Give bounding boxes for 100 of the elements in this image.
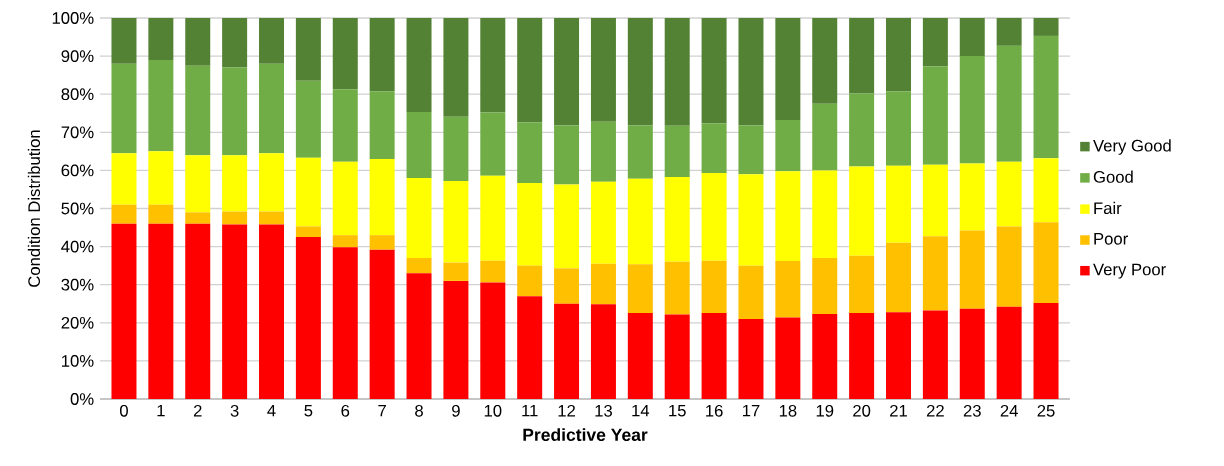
x-tick-label: 25 [1037, 404, 1055, 417]
bar [664, 18, 690, 126]
bar [295, 226, 321, 238]
bar [849, 93, 875, 167]
bar [185, 223, 211, 399]
bar [664, 176, 690, 262]
bar [480, 282, 506, 399]
bar [406, 178, 432, 259]
bar [701, 18, 727, 124]
bar [332, 235, 358, 248]
bar [738, 318, 764, 399]
x-tick-label: 13 [595, 404, 612, 417]
x-tick-label: 2 [193, 404, 202, 417]
bar [185, 65, 211, 156]
y-tick-label: 30% [61, 278, 94, 291]
x-tick-label: 6 [341, 404, 350, 417]
x-tick-label: 15 [669, 404, 686, 417]
bar [222, 211, 248, 225]
x-tick-label: 17 [742, 404, 760, 417]
bar [738, 125, 764, 175]
bar [554, 125, 580, 185]
bar [369, 249, 395, 399]
x-tick-label: 11 [522, 404, 538, 417]
bar [996, 45, 1022, 162]
x-tick-label: 18 [779, 404, 797, 417]
bar [406, 273, 432, 399]
legend-label: Fair [1094, 201, 1122, 215]
bar [738, 174, 764, 266]
bar [1033, 222, 1059, 303]
legend-label: Very Poor [1093, 263, 1166, 279]
bar [369, 235, 395, 250]
bar [812, 314, 838, 399]
bar [369, 91, 395, 159]
bar [406, 258, 432, 274]
x-tick-label: 20 [853, 404, 871, 417]
bar [332, 247, 358, 399]
bar [627, 125, 653, 179]
bar [922, 310, 948, 399]
bar [554, 303, 580, 399]
x-tick-label: 1 [157, 404, 165, 417]
y-tick-label: 100% [52, 12, 94, 24]
bar [922, 66, 948, 165]
x-tick-label: 19 [816, 404, 834, 417]
bar [443, 262, 469, 281]
bar [222, 155, 248, 212]
bar [259, 211, 285, 225]
bar [1033, 18, 1059, 36]
x-tick-label: 7 [378, 404, 386, 417]
x-tick-label: 5 [304, 404, 313, 417]
bar [406, 112, 432, 179]
legend-label: Very Good [1093, 139, 1171, 155]
bar [886, 242, 911, 313]
bar [627, 178, 653, 265]
bar [480, 18, 506, 113]
bar [664, 125, 690, 177]
bar [148, 18, 174, 60]
y-axis-title: Condition Distribution [27, 130, 41, 287]
bar [775, 18, 801, 121]
bar [849, 18, 875, 94]
bar [812, 103, 838, 171]
legend-label: Good [1093, 170, 1133, 183]
y-tick-label: 80% [61, 88, 94, 101]
bar [517, 122, 543, 183]
bar [590, 181, 616, 264]
y-tick-label: 90% [61, 50, 94, 62]
bar [590, 304, 616, 399]
bar [259, 63, 285, 154]
bar [922, 164, 948, 237]
bar [369, 18, 395, 92]
y-tick-label: 60% [61, 164, 94, 177]
bar [922, 236, 948, 311]
legend-label: Poor [1094, 233, 1128, 245]
bar [259, 224, 285, 399]
bar [701, 123, 727, 174]
bar [996, 18, 1022, 46]
bar [148, 204, 174, 224]
bar [295, 18, 321, 81]
bar [111, 153, 137, 205]
bar [480, 260, 506, 283]
bar [922, 18, 948, 67]
bar [148, 223, 174, 399]
bar [775, 171, 801, 262]
x-tick-label: 3 [230, 404, 239, 417]
bar [443, 280, 469, 399]
bar [627, 264, 653, 313]
bar [332, 18, 358, 90]
bar [812, 18, 838, 104]
bar [517, 265, 543, 297]
bar [554, 184, 580, 269]
bar [959, 308, 985, 399]
x-tick-label: 14 [632, 404, 650, 417]
bar [369, 158, 395, 236]
x-tick-label: 21 [890, 404, 907, 417]
bar [480, 175, 506, 261]
bar [259, 153, 285, 212]
bar [222, 67, 248, 156]
bar [886, 18, 911, 92]
y-tick-label: 10% [62, 355, 94, 367]
bar [959, 56, 985, 164]
bar [222, 224, 248, 399]
